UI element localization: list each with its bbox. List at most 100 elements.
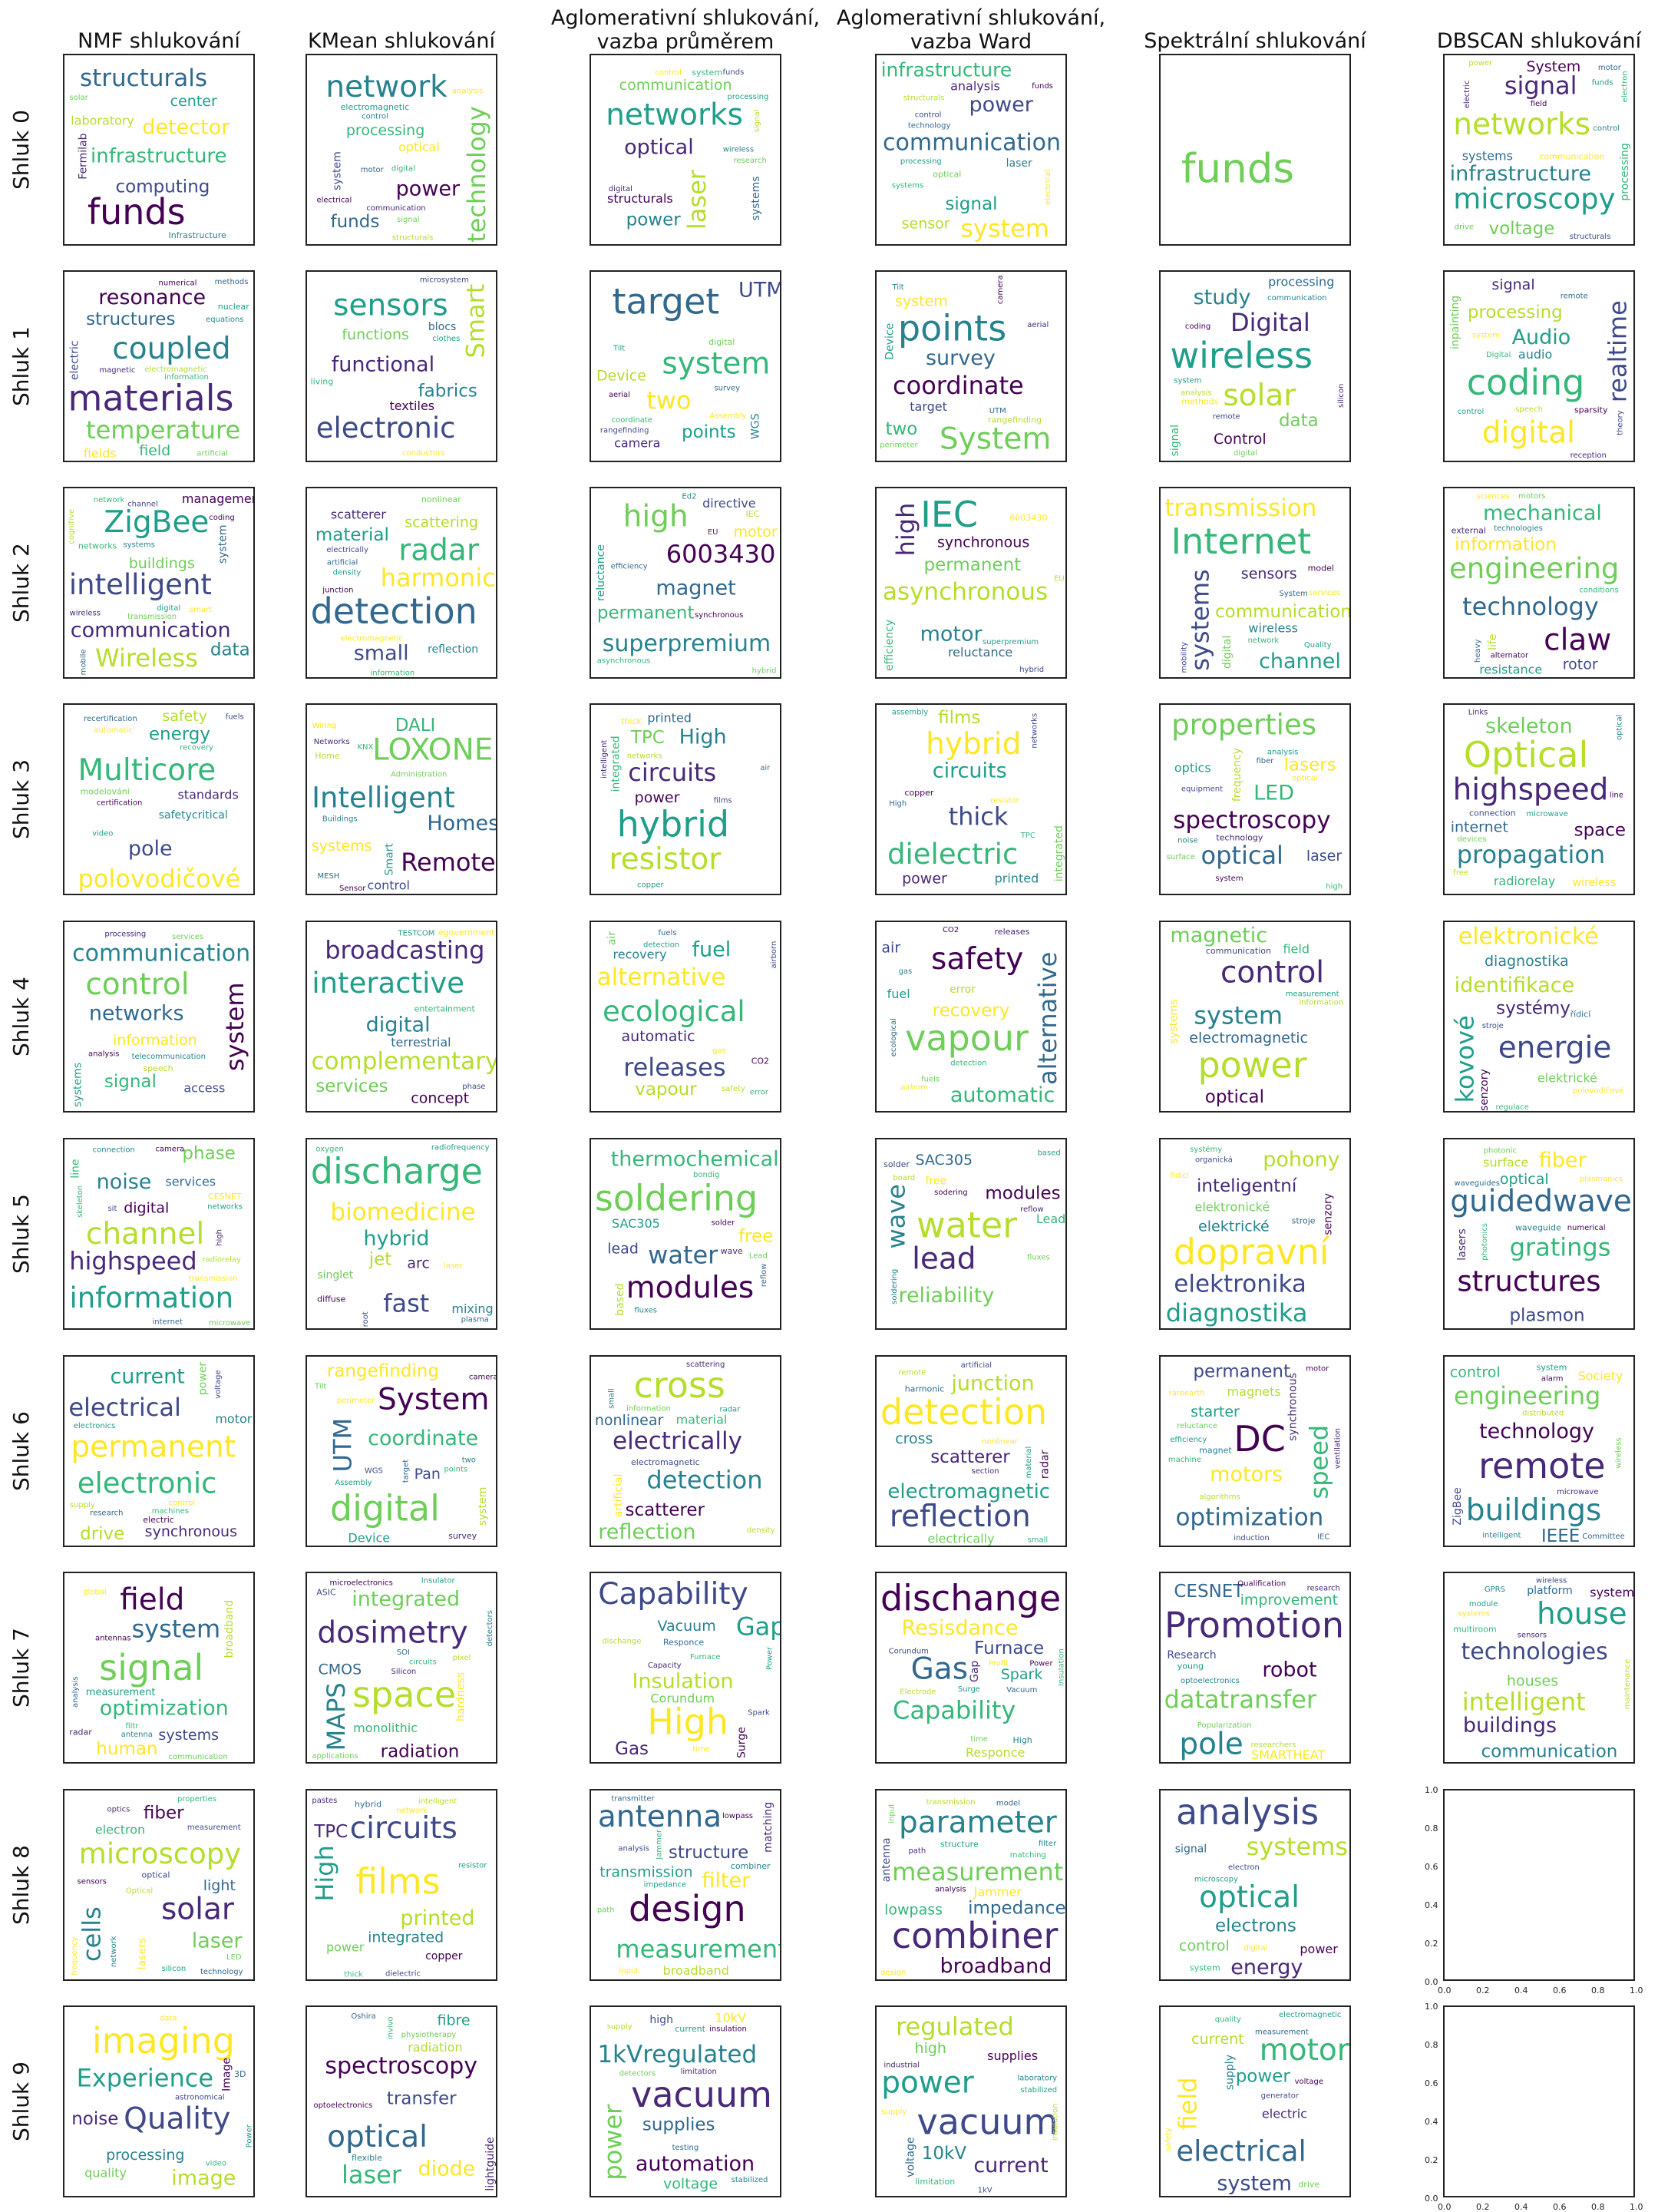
- word: optical: [142, 1870, 170, 1880]
- word: coordinate: [893, 371, 1024, 400]
- word: life: [1487, 634, 1499, 650]
- word: laser: [192, 1929, 243, 1952]
- word: TPC: [313, 1822, 348, 1842]
- word: detection: [311, 590, 477, 632]
- wordcloud-cell: dielectric hybrid thick circuits films power p…: [875, 703, 1067, 895]
- word: communication: [1267, 294, 1326, 303]
- word: EU: [708, 528, 718, 537]
- word: optimization: [100, 1697, 229, 1721]
- wordcloud-cell: funds: [1159, 54, 1351, 246]
- word: coordinate: [368, 1427, 478, 1450]
- word: ecological: [603, 995, 745, 1028]
- word: high: [891, 503, 920, 557]
- word: algorithms: [1199, 1493, 1240, 1501]
- word: fiber: [1256, 757, 1274, 765]
- word: guidedwave: [1450, 1184, 1632, 1218]
- word: skeleton: [1485, 715, 1573, 739]
- wordcloud-svg: DC optimization speed motors permanent starte…: [1168, 1362, 1343, 1542]
- word: astronomical: [175, 2094, 225, 2102]
- word: digital: [708, 337, 735, 347]
- word: 6003430: [1009, 513, 1047, 523]
- word: energie: [1498, 1030, 1612, 1065]
- word: control: [1593, 124, 1620, 133]
- word: radiofrequency: [431, 1143, 490, 1152]
- word: voltage: [214, 1370, 223, 1398]
- word: fuels: [226, 713, 244, 722]
- word: Multicore: [78, 753, 216, 788]
- word: based: [614, 1283, 626, 1315]
- word: functions: [342, 326, 409, 343]
- word: thick: [344, 1971, 363, 1979]
- word: systems: [1247, 1832, 1348, 1861]
- word: signal: [1175, 1843, 1207, 1855]
- word: High: [679, 726, 727, 749]
- word: funds: [1032, 82, 1053, 91]
- word: model: [1308, 564, 1334, 574]
- word: transmission: [599, 1864, 692, 1881]
- word: image: [171, 2167, 236, 2191]
- word: spectroscopy: [1173, 806, 1330, 834]
- word: light: [203, 1877, 236, 1894]
- word: power: [197, 1362, 210, 1396]
- word: Device: [348, 1531, 390, 1546]
- wordcloud-cell: dischange Gas Capability Resisdance Furnace S…: [875, 1572, 1067, 1764]
- word: electronic: [78, 1467, 217, 1500]
- column-title: DBSCAN shlukování: [1436, 29, 1642, 53]
- word: cells: [77, 1906, 106, 1962]
- word: technologies: [1461, 1638, 1608, 1665]
- word: line: [1610, 791, 1623, 799]
- wordcloud-cell: vapour safety alternative automatic recovery…: [875, 921, 1067, 1113]
- word: efficiency: [883, 620, 896, 671]
- word: dielectric: [887, 838, 1018, 871]
- word: resistor: [609, 842, 722, 877]
- word: pixel: [453, 1654, 471, 1662]
- word: automatic: [950, 1083, 1055, 1107]
- word: camera: [469, 1373, 497, 1381]
- word: Capacity: [648, 1661, 682, 1670]
- word: system: [960, 213, 1049, 243]
- word: structurals: [80, 64, 207, 92]
- word: transmission: [926, 1798, 976, 1807]
- word: engineering: [1454, 1381, 1600, 1410]
- word: detection: [880, 1391, 1047, 1433]
- wordcloud-cell: electronic permanent electrical current driv…: [63, 1355, 255, 1547]
- word: vacuum: [631, 2074, 772, 2115]
- word: points: [444, 1465, 467, 1473]
- word: Device: [596, 368, 646, 385]
- wordcloud-cell: network technology power funds processing opt…: [306, 54, 497, 246]
- word: systems: [1458, 1609, 1490, 1618]
- word: fibre: [438, 2012, 471, 2029]
- word: electron: [1620, 71, 1629, 102]
- word: ecological: [890, 1018, 898, 1056]
- word: interactive: [312, 967, 464, 1000]
- word: mixing: [451, 1301, 493, 1316]
- word: sparsity: [1574, 405, 1608, 415]
- word: electromagnetic: [1189, 1030, 1308, 1046]
- word: drive: [1455, 223, 1474, 231]
- word: motor: [1598, 64, 1622, 72]
- word: networks: [627, 752, 662, 760]
- word: invivo: [386, 2016, 395, 2039]
- word: free: [926, 1175, 947, 1187]
- word: hybrid: [363, 1227, 429, 1251]
- word: infrastructure: [881, 59, 1012, 81]
- word: properties: [177, 1795, 216, 1804]
- word: resonance: [98, 286, 206, 309]
- word: efficiency: [1170, 1436, 1207, 1444]
- word: Gas: [615, 1739, 649, 1759]
- word: permanent: [1193, 1362, 1290, 1382]
- word: Insulation: [1057, 1648, 1065, 1686]
- word: measurement: [1255, 2028, 1309, 2037]
- word: arc: [407, 1255, 429, 1272]
- word: polovodičové: [78, 865, 240, 894]
- word: intelligent: [600, 740, 609, 779]
- word: video: [206, 2160, 226, 2168]
- word: supply: [70, 1501, 95, 1509]
- y-tick-label: 0.0: [1425, 2194, 1438, 2204]
- word: wireless: [1248, 621, 1298, 636]
- wordcloud-cell: coding digital realtime Audio processing sign…: [1443, 270, 1635, 462]
- word: networks: [207, 1202, 243, 1211]
